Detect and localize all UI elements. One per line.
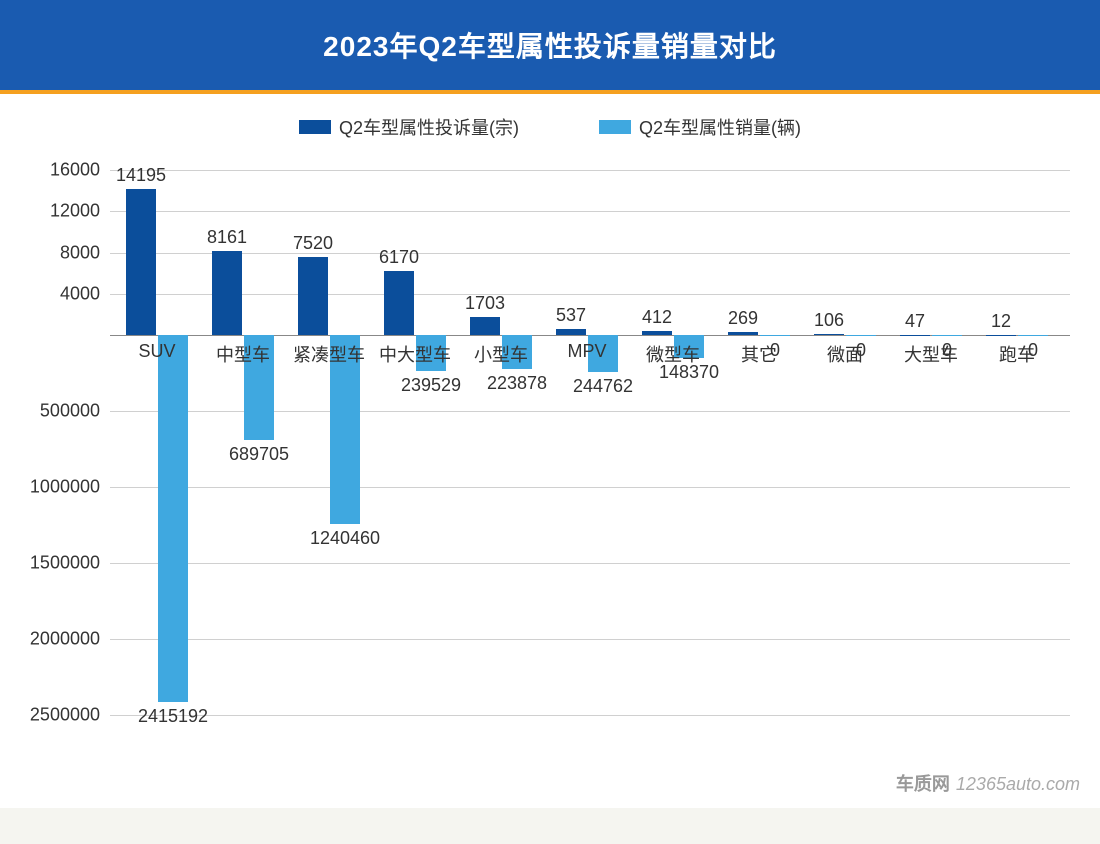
ytick-bot: 2000000	[30, 629, 110, 650]
bar-label-sales: 223878	[487, 373, 547, 394]
category-group: 120跑车	[974, 170, 1060, 750]
watermark-url: 12365auto.com	[956, 774, 1080, 795]
category-group: 141952415192SUV	[114, 170, 200, 750]
legend-label-sales: Q2车型属性销量(辆)	[639, 114, 801, 140]
bar-label-complaints: 12	[991, 311, 1011, 332]
category-group: 75201240460紧凑型车	[286, 170, 372, 750]
category-label: 微型车	[646, 341, 700, 367]
category-group: 1703 223878 小型车	[458, 170, 544, 750]
bar-label-complaints: 106	[814, 310, 844, 331]
bar-complaints	[556, 329, 586, 335]
watermark: 车质网 12365auto.com	[896, 770, 1080, 796]
bar-complaints	[986, 335, 1016, 336]
bar-label-complaints: 47	[905, 311, 925, 332]
bar-complaints	[728, 332, 758, 335]
bar-complaints	[212, 251, 242, 335]
category-label: 跑车	[999, 341, 1035, 367]
bar-label-complaints: 8161	[207, 227, 247, 248]
ytick-bot: 2500000	[30, 705, 110, 726]
bar-sales	[158, 335, 188, 702]
legend-swatch-complaints	[299, 120, 331, 134]
category-group: 1060微面	[802, 170, 888, 750]
category-label: 其它	[741, 341, 777, 367]
category-group: 537 244762 MPV	[544, 170, 630, 750]
bar-label-complaints: 1703	[465, 293, 505, 314]
category-label: 中型车	[216, 341, 270, 367]
bar-label-sales: 1240460	[310, 528, 380, 549]
legend-swatch-sales	[599, 120, 631, 134]
legend: Q2车型属性投诉量(宗) Q2车型属性销量(辆)	[0, 114, 1100, 140]
bar-label-sales: 239529	[401, 375, 461, 396]
ytick-bot: 1000000	[30, 477, 110, 498]
ytick-top: 16000	[50, 160, 110, 181]
category-group: 2690其它	[716, 170, 802, 750]
bar-complaints	[470, 317, 500, 335]
legend-item-complaints: Q2车型属性投诉量(宗)	[299, 114, 519, 140]
category-group: 6170 239529 中大型车	[372, 170, 458, 750]
bar-complaints	[384, 271, 414, 335]
category-label: MPV	[567, 341, 606, 362]
ytick-bot: 1500000	[30, 553, 110, 574]
bar-sales	[932, 335, 962, 336]
ytick-bot: 500000	[40, 401, 110, 422]
bar-complaints	[642, 331, 672, 335]
bar-sales	[846, 335, 876, 336]
watermark-brand: 车质网	[896, 770, 950, 796]
category-group: 470大型车	[888, 170, 974, 750]
category-label: 大型车	[904, 341, 958, 367]
bar-sales	[760, 335, 790, 336]
ytick-top: 12000	[50, 201, 110, 222]
chart-plot-area: 4000800012000160005000001000000150000020…	[110, 170, 1070, 750]
bar-label-complaints: 6170	[379, 247, 419, 268]
chart-title: 2023年Q2车型属性投诉量销量对比	[0, 0, 1100, 90]
category-label: 中大型车	[379, 341, 451, 367]
chart-title-text: 2023年Q2车型属性投诉量销量对比	[323, 25, 777, 65]
legend-label-complaints: Q2车型属性投诉量(宗)	[339, 114, 519, 140]
bar-label-sales: 244762	[573, 376, 633, 397]
category-label: 微面	[827, 341, 863, 367]
bar-label-complaints: 7520	[293, 233, 333, 254]
bar-complaints	[298, 257, 328, 335]
ytick-top: 8000	[60, 242, 110, 263]
ytick-top: 4000	[60, 283, 110, 304]
category-label: SUV	[138, 341, 175, 362]
bar-label-complaints: 537	[556, 305, 586, 326]
category-label: 小型车	[474, 341, 528, 367]
bar-label-sales: 2415192	[138, 706, 208, 727]
bar-label-complaints: 14195	[116, 165, 166, 186]
category-group: 8161 689705 中型车	[200, 170, 286, 750]
bar-label-sales: 689705	[229, 444, 289, 465]
bar-complaints	[814, 334, 844, 335]
category-group: 412148370微型车	[630, 170, 716, 750]
legend-item-sales: Q2车型属性销量(辆)	[599, 114, 801, 140]
bar-sales	[1018, 335, 1048, 336]
category-label: 紧凑型车	[293, 341, 365, 367]
bar-complaints	[900, 335, 930, 336]
bar-label-complaints: 412	[642, 307, 672, 328]
bar-label-complaints: 269	[728, 308, 758, 329]
chart-container: Q2车型属性投诉量(宗) Q2车型属性销量(辆) 400080001200016…	[0, 94, 1100, 808]
bar-complaints	[126, 189, 156, 335]
